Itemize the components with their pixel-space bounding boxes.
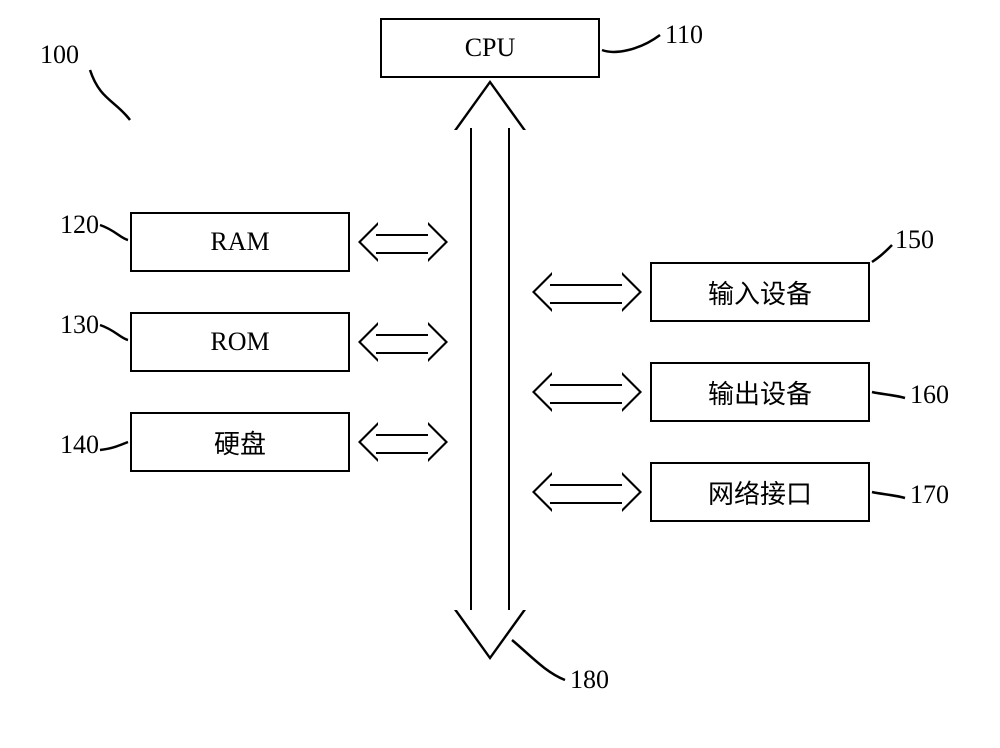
leader-lines (0, 0, 1000, 748)
system-block-diagram: CPU RAM ROM 硬盘 输入设备 输出设备 网络接口 (0, 0, 1000, 748)
